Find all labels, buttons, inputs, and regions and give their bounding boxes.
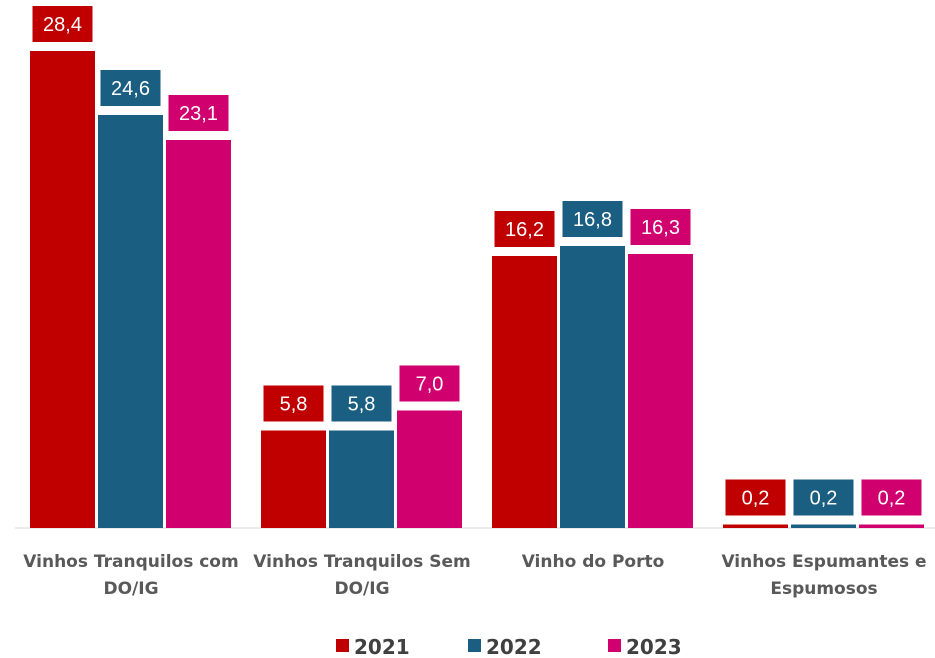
bar-2022-2 xyxy=(329,430,394,528)
data-label-2022-2: 5,8 xyxy=(348,394,376,416)
bar-2022-4 xyxy=(791,524,856,528)
category-label-3-line-1: Vinho do Porto xyxy=(522,552,665,572)
bar-2021-4 xyxy=(723,524,788,528)
data-label-box-2023-1 xyxy=(168,95,229,132)
data-label-2023-3: 16,3 xyxy=(641,217,680,239)
category-labels-layer: Vinhos Tranquilos com DO/IG Vinhos Tranqui… xyxy=(23,552,926,599)
data-label-box-2022-4 xyxy=(793,479,854,516)
data-label-2022-4: 0,2 xyxy=(810,488,838,510)
data-labels-layer: 28,4 24,6 23,1 5,8 5,8 7,0 16,2 16,8 16,3 0,2 0,2 0… xyxy=(32,6,922,516)
legend-swatch-2021 xyxy=(336,639,349,652)
legend-label-2022: 2022 xyxy=(486,635,542,658)
data-label-2021-1: 28,4 xyxy=(43,14,82,36)
data-label-box-2021-2 xyxy=(263,385,324,422)
data-label-2023-4: 0,2 xyxy=(878,488,906,510)
legend: 2021 2022 2023 xyxy=(336,635,682,658)
legend-swatch-2022 xyxy=(468,639,481,652)
bar-2022-3 xyxy=(560,245,625,528)
category-label-2-line-1: Vinhos Tranquilos Sem xyxy=(253,552,470,572)
bar-2023-1 xyxy=(166,140,231,528)
category-label-4-line-1: Vinhos Espumantes e xyxy=(721,552,926,572)
data-label-box-2022-1 xyxy=(100,69,161,106)
bar-2023-3 xyxy=(628,254,693,528)
data-label-box-2022-3 xyxy=(562,200,623,237)
bar-2021-1 xyxy=(30,51,95,528)
data-label-2022-1: 24,6 xyxy=(111,78,150,100)
data-label-box-2021-4 xyxy=(725,479,786,516)
data-label-2023-2: 7,0 xyxy=(416,373,444,395)
data-label-box-2023-4 xyxy=(861,479,922,516)
category-label-2-line-2: DO/IG xyxy=(334,579,389,599)
data-label-box-2021-3 xyxy=(494,210,555,247)
bar-2023-2 xyxy=(397,410,462,528)
category-label-1-line-1: Vinhos Tranquilos com xyxy=(23,552,238,572)
data-label-box-2021-1 xyxy=(32,6,93,42)
data-label-box-2023-2 xyxy=(399,365,460,402)
bars-layer xyxy=(30,51,924,528)
data-label-box-2023-3 xyxy=(630,209,691,246)
legend-swatch-2023 xyxy=(608,639,621,652)
data-label-2021-4: 0,2 xyxy=(742,488,770,510)
bar-2022-1 xyxy=(98,114,163,528)
bar-2021-3 xyxy=(492,255,557,528)
data-label-2023-1: 23,1 xyxy=(179,103,218,125)
data-label-2021-3: 16,2 xyxy=(505,219,544,241)
category-label-4-line-2: Espumosos xyxy=(770,579,877,599)
data-label-2022-3: 16,8 xyxy=(573,209,612,231)
data-label-2021-2: 5,8 xyxy=(280,394,308,416)
bar-2023-4 xyxy=(859,524,924,528)
legend-label-2021: 2021 xyxy=(354,635,410,658)
legend-label-2023: 2023 xyxy=(626,635,682,658)
category-label-1-line-2: DO/IG xyxy=(103,579,158,599)
data-label-box-2022-2 xyxy=(331,385,392,422)
bar-2021-2 xyxy=(261,430,326,528)
